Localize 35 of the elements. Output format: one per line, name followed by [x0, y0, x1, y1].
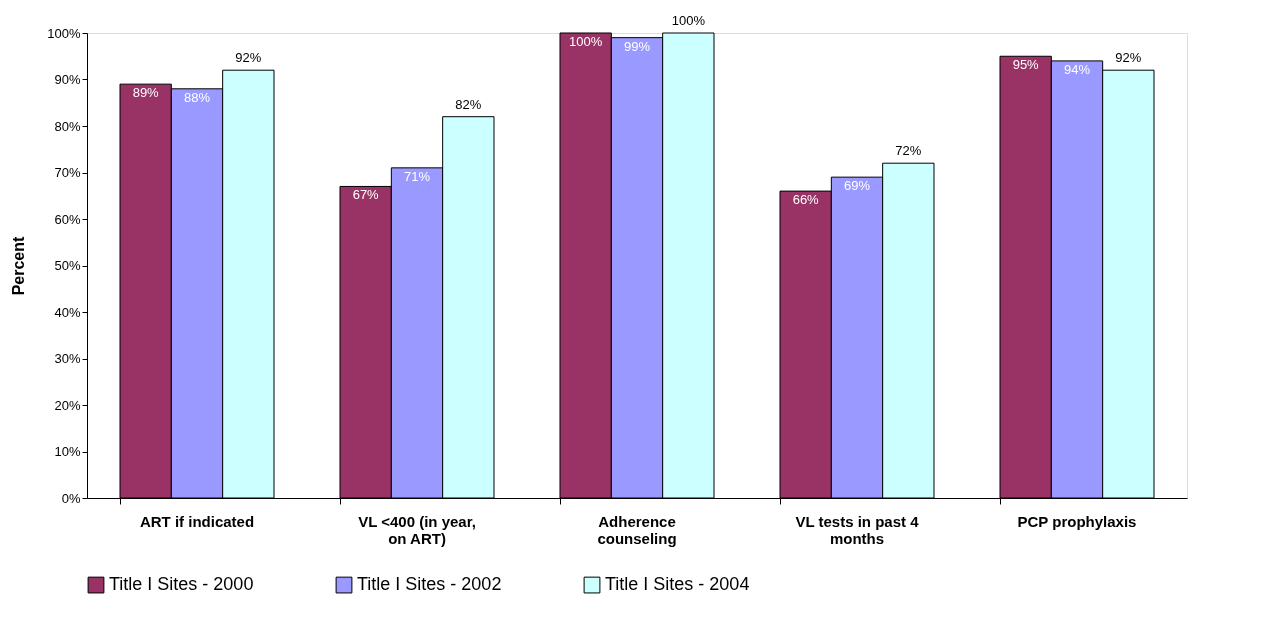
legend-label: Title I Sites - 2000: [109, 574, 254, 595]
legend-label: Title I Sites - 2004: [605, 574, 750, 595]
y-tick-label: 20%: [54, 397, 81, 413]
data-label: 69%: [843, 178, 871, 194]
data-label: 88%: [183, 89, 211, 105]
y-tick-label: 50%: [54, 258, 81, 273]
data-label: 100%: [671, 13, 706, 28]
data-label: 67%: [352, 187, 380, 203]
data-label: 89%: [132, 85, 160, 101]
y-tick-label: 90%: [54, 72, 81, 87]
data-label: 92%: [235, 50, 262, 66]
y-tick-label: 40%: [54, 304, 81, 320]
data-label: 72%: [895, 143, 922, 159]
data-label: 99%: [623, 38, 651, 54]
x-tick-label: VL <400 (in year, on ART): [358, 512, 476, 547]
data-label: 94%: [1063, 61, 1091, 77]
y-tick-label: 0%: [61, 490, 81, 506]
x-tick-label: VL tests in past 4 months: [795, 512, 920, 547]
data-label: 66%: [792, 192, 820, 208]
data-label: 92%: [1115, 50, 1142, 66]
y-tick-label: 80%: [54, 118, 81, 134]
y-tick-label: 10%: [54, 444, 81, 459]
x-tick-label: Adherence counseling: [597, 512, 677, 547]
y-axis-title: Percent: [10, 235, 28, 296]
y-tick-label: 60%: [54, 211, 81, 227]
y-tick-label: 30%: [54, 351, 81, 366]
data-label: 95%: [1012, 57, 1040, 73]
data-label: 82%: [455, 96, 482, 112]
y-tick-label: 100%: [47, 25, 81, 41]
legend-label: Title I Sites - 2002: [357, 574, 502, 595]
data-label: 100%: [569, 34, 603, 49]
x-tick-label: ART if indicated: [139, 512, 255, 530]
x-tick-label: PCP prophylaxis: [1017, 512, 1137, 530]
data-label: 71%: [403, 168, 431, 184]
y-tick-label: 70%: [54, 165, 81, 180]
